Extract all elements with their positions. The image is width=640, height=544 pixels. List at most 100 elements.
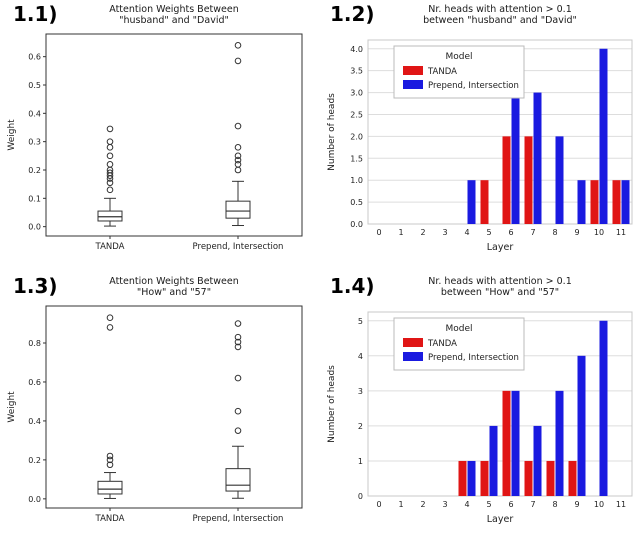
bar-prepend bbox=[533, 92, 542, 224]
panel-1-2: 1.2) Nr. heads with attention > 0.1 betw… bbox=[320, 0, 640, 272]
outlier-point bbox=[106, 144, 114, 151]
box bbox=[97, 480, 123, 495]
box bbox=[225, 468, 251, 492]
y-tick-label: 0.1 bbox=[28, 194, 41, 203]
y-tick-label: 0.3 bbox=[28, 138, 41, 147]
y-tick-label: 4.0 bbox=[350, 45, 363, 54]
figure-label-1-2: 1.2) bbox=[330, 2, 375, 26]
bar-tanda bbox=[458, 460, 467, 496]
y-tick-label: 3.5 bbox=[350, 67, 363, 76]
outlier-point bbox=[234, 42, 242, 49]
outlier-point bbox=[234, 407, 242, 415]
chart-title-1-4: Nr. heads with attention > 0.1 between "… bbox=[368, 276, 632, 298]
x-tick-label: 11 bbox=[616, 228, 626, 237]
bar-tanda bbox=[568, 460, 577, 496]
outlier-point bbox=[106, 125, 114, 133]
legend-swatch bbox=[403, 352, 423, 361]
bar-tanda bbox=[480, 180, 489, 224]
outlier-point bbox=[234, 152, 242, 160]
y-tick-label: 2.5 bbox=[350, 110, 363, 119]
outlier-point bbox=[106, 461, 114, 469]
outlier-point bbox=[106, 324, 114, 331]
x-tick-label: 4 bbox=[464, 500, 469, 509]
bar-tanda bbox=[546, 460, 555, 496]
legend-swatch bbox=[403, 80, 423, 89]
outlier-point bbox=[234, 57, 242, 65]
chart-title-line-2: between "husband" and "David" bbox=[423, 15, 577, 26]
y-tick-label: 0.5 bbox=[28, 81, 41, 90]
x-tick-label: 2 bbox=[420, 500, 425, 509]
chart-title-line-1: Attention Weights Between bbox=[109, 276, 239, 287]
outlier-point bbox=[234, 122, 242, 130]
bar-tanda bbox=[502, 136, 511, 224]
outlier-point bbox=[234, 156, 242, 164]
legend-swatch bbox=[403, 338, 423, 347]
y-tick-label: 0.4 bbox=[28, 109, 41, 118]
x-tick-label: 7 bbox=[530, 500, 535, 509]
x-tick-label: 3 bbox=[442, 500, 447, 509]
bar-tanda bbox=[590, 180, 599, 224]
outlier-point bbox=[106, 152, 114, 160]
y-tick-label: 2 bbox=[358, 422, 363, 431]
x-tick-label: 11 bbox=[616, 500, 626, 509]
outlier-point bbox=[106, 161, 114, 168]
outlier-point bbox=[106, 456, 114, 464]
chart-title-line-2: between "How" and "57" bbox=[440, 287, 560, 298]
x-axis-label: Layer bbox=[487, 242, 514, 253]
y-tick-label: 2.0 bbox=[350, 132, 363, 141]
y-tick-label: 1.5 bbox=[350, 154, 363, 163]
bar-prepend bbox=[511, 390, 520, 496]
box bbox=[97, 210, 123, 222]
bar-prepend bbox=[577, 180, 586, 224]
outlier-point bbox=[234, 320, 242, 327]
y-tick-label: 3.0 bbox=[350, 89, 363, 98]
axis-border bbox=[45, 33, 303, 237]
x-tick-label: 6 bbox=[508, 228, 513, 237]
figure-label-1-4: 1.4) bbox=[330, 274, 375, 298]
axis-border bbox=[367, 311, 633, 497]
outlier-point bbox=[234, 161, 242, 168]
legend-title: Model bbox=[445, 324, 472, 334]
x-tick-label: 10 bbox=[594, 228, 604, 237]
outlier-point bbox=[234, 374, 242, 382]
x-tick-label: 9 bbox=[574, 500, 579, 509]
y-tick-label: 0.2 bbox=[28, 456, 41, 465]
y-tick-label: 0.6 bbox=[28, 53, 41, 62]
y-tick-label: 0.6 bbox=[28, 378, 41, 387]
category-label: TANDA bbox=[95, 514, 125, 524]
x-axis-label: Layer bbox=[487, 514, 514, 525]
legend-label: Prepend, Intersection bbox=[428, 353, 519, 363]
category-label: Prepend, Intersection bbox=[193, 242, 284, 252]
outlier-point bbox=[106, 314, 114, 321]
x-tick-label: 0 bbox=[376, 500, 381, 509]
chart-title-1-2: Nr. heads with attention > 0.1 between "… bbox=[368, 4, 632, 26]
y-tick-label: 0.0 bbox=[28, 495, 41, 504]
y-tick-label: 1 bbox=[358, 457, 363, 466]
category-label: Prepend, Intersection bbox=[193, 514, 284, 524]
bar-prepend bbox=[555, 390, 564, 496]
outlier-point bbox=[106, 186, 114, 194]
boxplot-husband-david: Weight 0.0 0.1 0.2 0.3 0.4 0.5 0.6 TANDA Prepend… bbox=[7, 33, 303, 252]
y-tick-label: 0.5 bbox=[350, 198, 363, 207]
x-tick-label: 4 bbox=[464, 228, 469, 237]
barchart-husband-david: Number of heads Layer 0.0 0.5 1.0 1.5 2.0 2.5… bbox=[327, 39, 633, 253]
y-tick-label: 3 bbox=[358, 387, 363, 396]
legend-label: TANDA bbox=[427, 67, 457, 77]
outlier-point bbox=[234, 427, 242, 434]
y-tick-label: 0.4 bbox=[28, 417, 41, 426]
outlier-point bbox=[234, 333, 242, 341]
chart-title-line-2: "husband" and "David" bbox=[119, 15, 229, 26]
outlier-point bbox=[106, 169, 114, 177]
panel-1-4: 1.4) Nr. heads with attention > 0.1 betw… bbox=[320, 272, 640, 544]
bar-tanda bbox=[612, 180, 621, 224]
x-tick-label: 3 bbox=[442, 228, 447, 237]
axis-border bbox=[367, 39, 633, 225]
x-tick-label: 5 bbox=[486, 500, 491, 509]
bar-prepend bbox=[511, 92, 520, 224]
y-axis-label: Number of heads bbox=[327, 365, 337, 443]
legend-title: Model bbox=[445, 52, 472, 62]
panel-1-1: 1.1) Attention Weights Between "husband"… bbox=[0, 0, 320, 272]
y-tick-label: 0.0 bbox=[350, 220, 363, 229]
bar-tanda bbox=[524, 460, 533, 496]
outlier-point bbox=[234, 144, 242, 151]
